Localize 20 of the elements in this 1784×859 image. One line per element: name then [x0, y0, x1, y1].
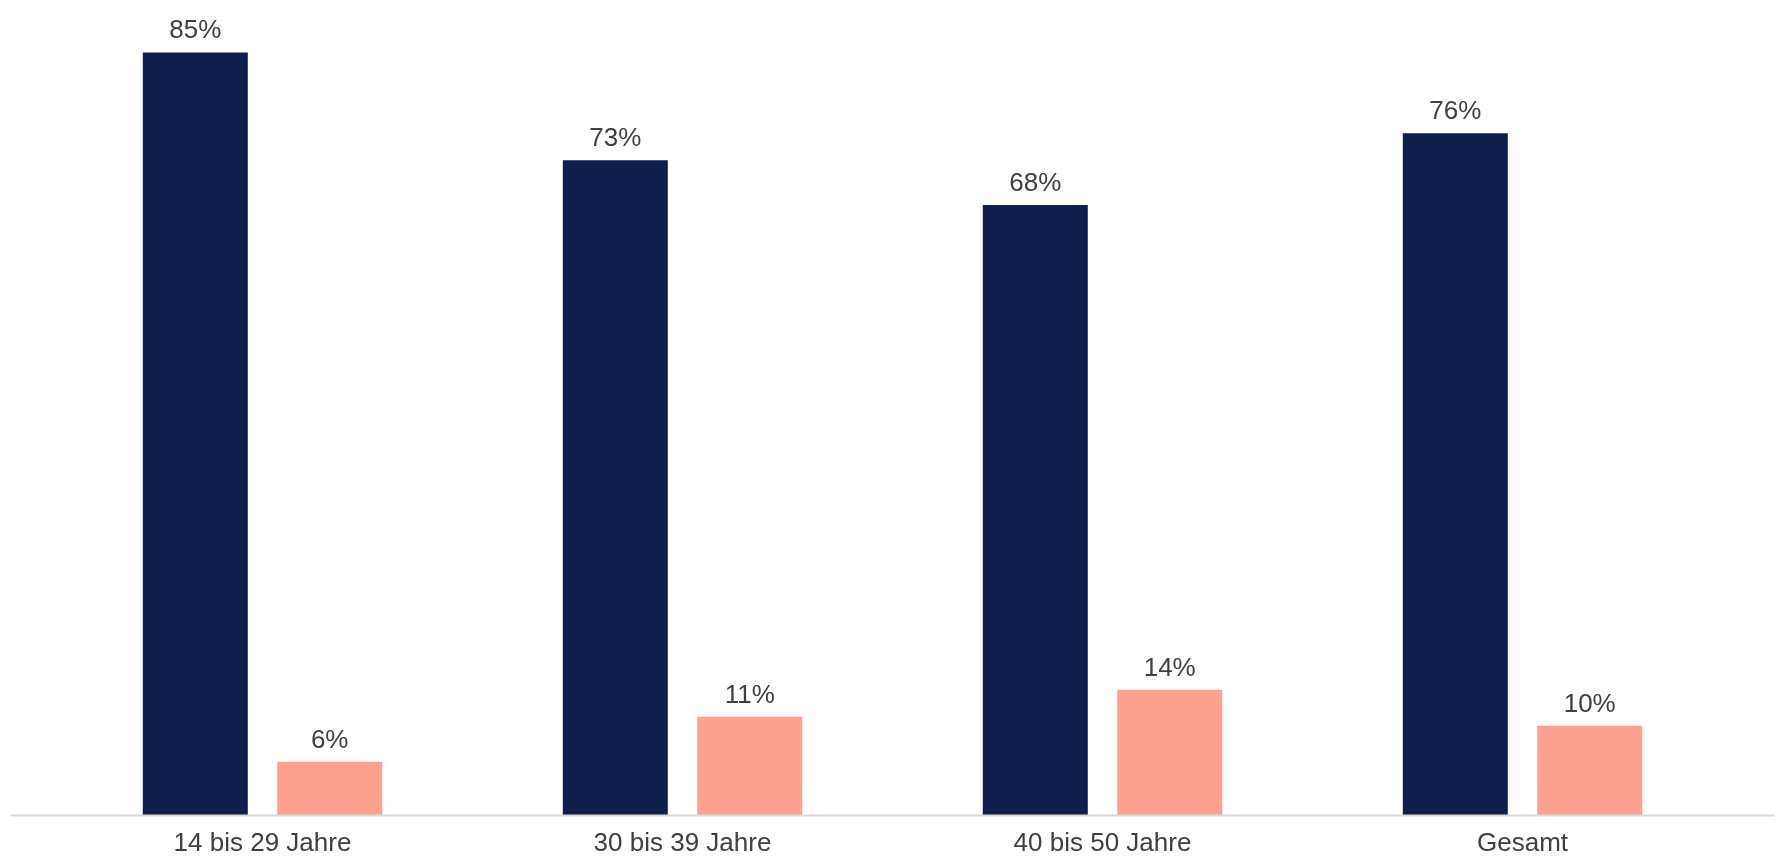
data-label: 6%: [310, 723, 349, 754]
bar: [142, 52, 248, 816]
bar: [562, 160, 668, 816]
data-label: 85%: [169, 14, 222, 45]
bar: [1402, 133, 1508, 816]
x-tick-label: Gesamt: [1476, 826, 1569, 857]
bar: [277, 761, 383, 816]
data-label: 11%: [724, 678, 775, 709]
bar: [1537, 725, 1643, 816]
bar: [697, 716, 803, 816]
bar: [982, 205, 1088, 816]
data-label: 73%: [589, 122, 642, 153]
data-label: 76%: [1429, 95, 1482, 126]
data-label: 10%: [1563, 687, 1616, 718]
data-label: 14%: [1143, 651, 1196, 682]
x-tick-label: 14 bis 29 Jahre: [173, 826, 352, 857]
bar: [1117, 689, 1223, 816]
data-label: 68%: [1009, 167, 1062, 198]
x-tick-label: 30 bis 39 Jahre: [593, 826, 772, 857]
x-tick-label: 40 bis 50 Jahre: [1013, 826, 1192, 857]
